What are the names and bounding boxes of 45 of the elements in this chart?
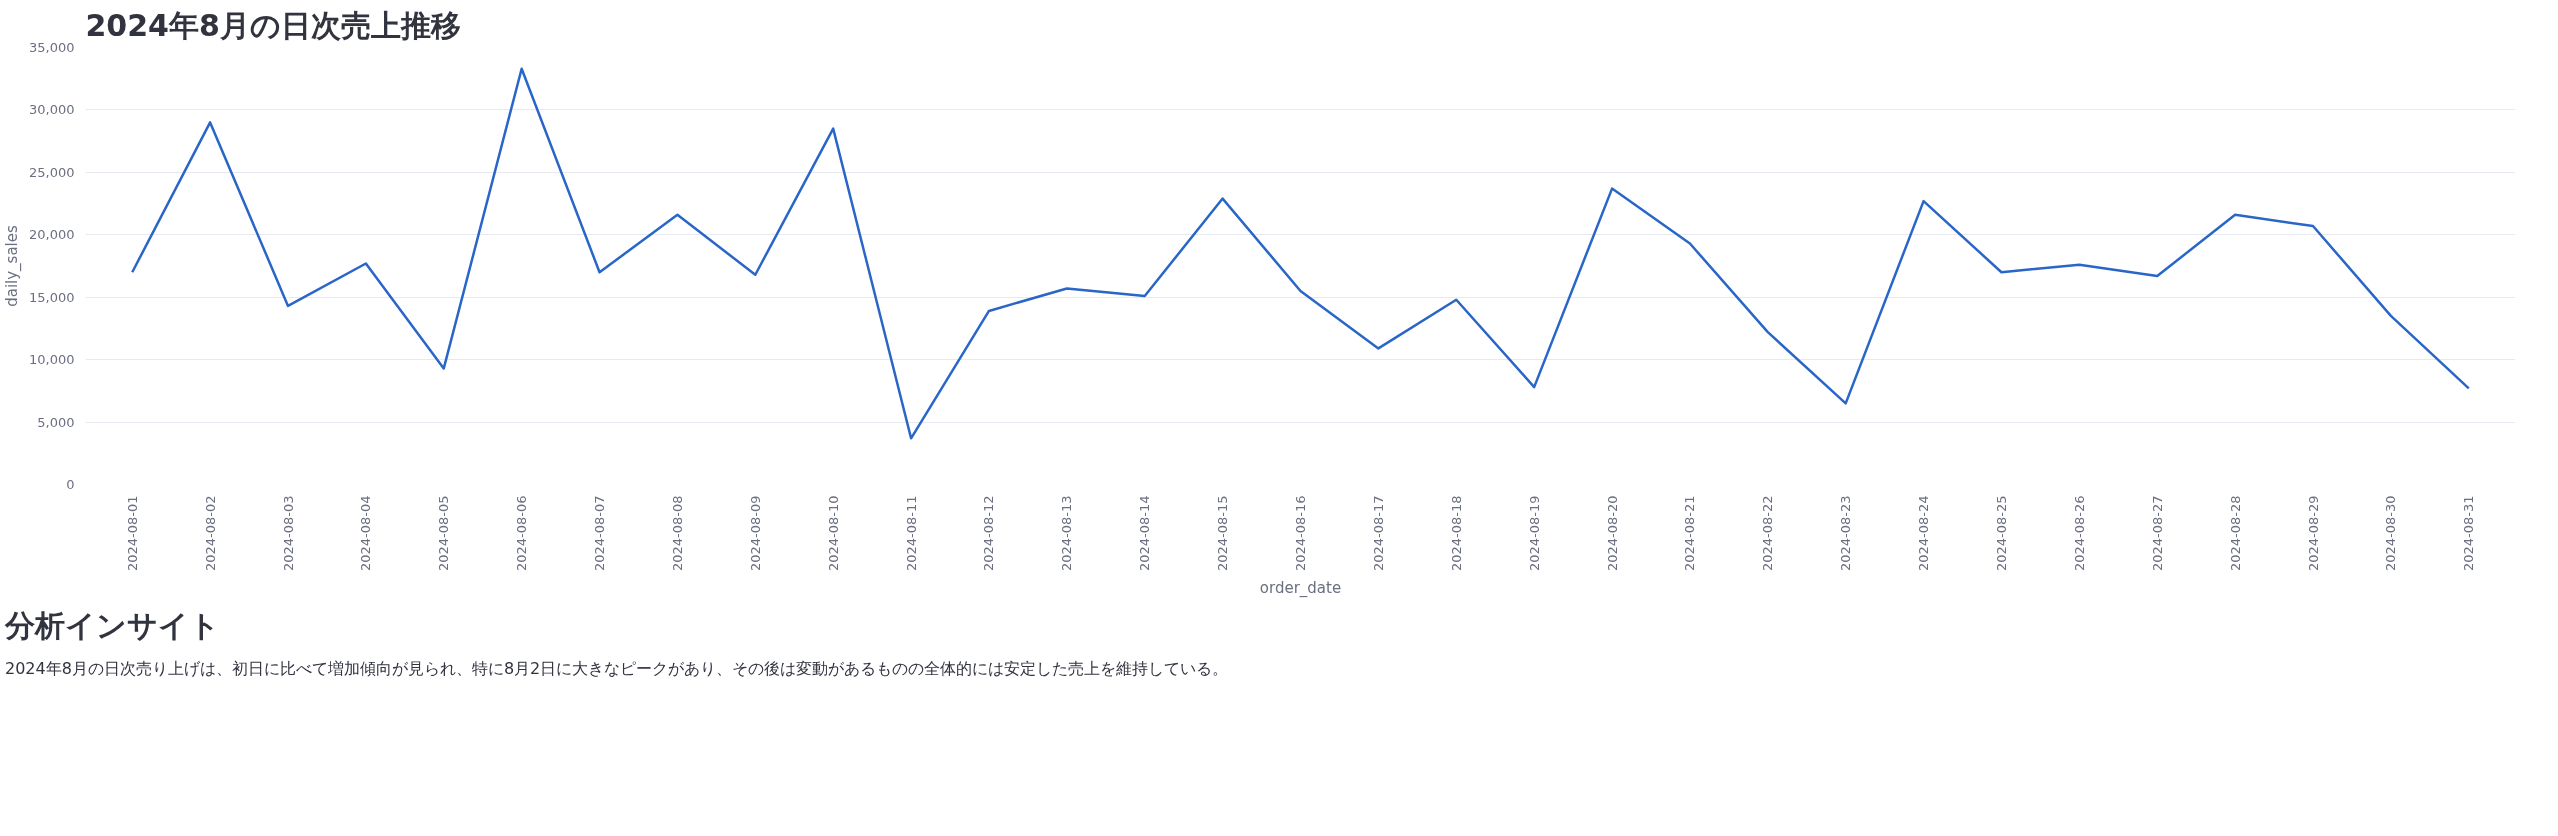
x-tick-label: 2024-08-22 bbox=[1760, 495, 1776, 572]
x-tick-label: 2024-08-23 bbox=[1838, 495, 1854, 572]
y-tick-label: 25,000 bbox=[29, 164, 75, 180]
x-tick-label: 2024-08-27 bbox=[2149, 495, 2165, 572]
y-tick-label: 15,000 bbox=[29, 289, 75, 305]
x-tick-label: 2024-08-31 bbox=[2461, 495, 2477, 572]
line-series bbox=[130, 67, 2471, 440]
text: 2024年8月の日次売り上げは、初日に比べて増加傾向が見られ、特に8月2日に大きなピークがあり、その後は変動があるものの全体的には安定した売上を維持している。 bbox=[5, 657, 1229, 680]
x-tick-label: 2024-08-13 bbox=[1059, 495, 1075, 572]
x-tick-label: 2024-08-30 bbox=[2383, 495, 2399, 572]
x-tick-label: 2024-08-16 bbox=[1293, 495, 1308, 572]
y-axis-title: daily_sales bbox=[3, 224, 23, 307]
x-tick-label: 2024-08-10 bbox=[825, 495, 841, 572]
x-tick-label: 2024-08-28 bbox=[2227, 495, 2243, 572]
x-tick-label: 2024-08-20 bbox=[1604, 495, 1620, 572]
y-tick-label: 10,000 bbox=[29, 352, 75, 368]
x-tick-label: 2024-08-24 bbox=[1916, 495, 1932, 572]
x-tick-label: 2024-08-04 bbox=[358, 495, 374, 572]
y-tick-label: 5,000 bbox=[37, 414, 75, 430]
x-tick-label: 2024-08-12 bbox=[981, 495, 997, 572]
y-tick-label: 35,000 bbox=[29, 40, 75, 55]
x-tick-label: 2024-08-01 bbox=[124, 495, 140, 572]
x-tick-label: 2024-08-18 bbox=[1448, 495, 1464, 572]
x-tick-label: 2024-08-11 bbox=[903, 495, 919, 572]
x-tick-label: 2024-08-03 bbox=[280, 495, 296, 572]
x-tick-label: 2024-08-15 bbox=[1215, 495, 1231, 572]
x-tick-label: 2024-08-21 bbox=[1682, 495, 1698, 572]
x-tick-label: 2024-08-02 bbox=[202, 495, 218, 572]
y-tick-label: 20,000 bbox=[29, 227, 75, 243]
x-tick-label: 2024-08-06 bbox=[514, 495, 530, 572]
x-axis-title: order_date bbox=[1259, 579, 1342, 599]
x-tick-label: 2024-08-08 bbox=[669, 495, 685, 572]
x-tick-label: 2024-08-07 bbox=[592, 495, 608, 572]
x-tick-label: 2024-08-14 bbox=[1137, 495, 1153, 572]
chart-title: 2024年8月の日次売上推移 bbox=[85, 7, 461, 43]
x-tick-label: 2024-08-19 bbox=[1526, 495, 1542, 572]
x-tick-label: 2024-08-05 bbox=[436, 495, 452, 572]
x-tick-label: 2024-08-29 bbox=[2305, 495, 2321, 572]
y-tick-label: 0 bbox=[66, 477, 75, 492]
x-tick-label: 2024-08-25 bbox=[1993, 495, 2009, 572]
x-tick-label: 2024-08-17 bbox=[1370, 495, 1386, 572]
y-tick-label: 30,000 bbox=[29, 102, 75, 118]
x-tick-label: 2024-08-26 bbox=[2071, 495, 2087, 572]
text: 分析インサイト bbox=[5, 607, 220, 645]
x-tick-label: 2024-08-09 bbox=[747, 495, 763, 572]
